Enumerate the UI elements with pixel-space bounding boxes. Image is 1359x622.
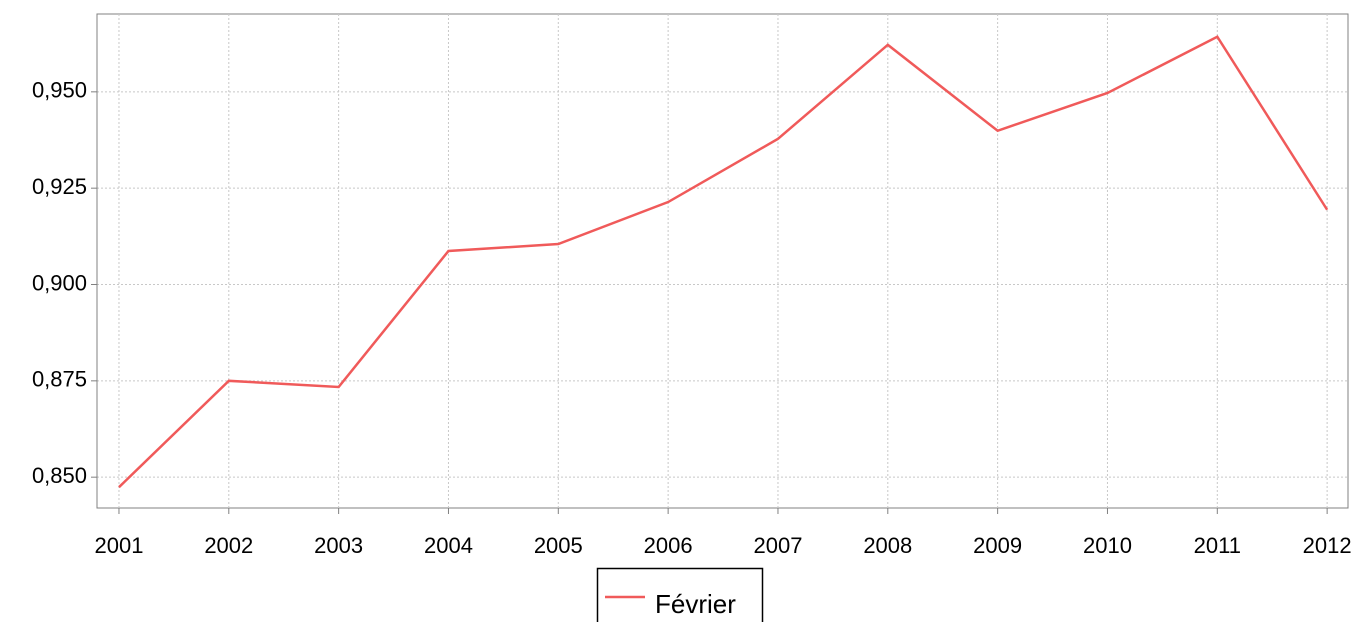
x-tick-label: 2002	[204, 533, 253, 558]
plot-frame	[96, 13, 1349, 509]
y-tick-label: 0,950	[32, 78, 87, 103]
x-tick-label: 2011	[1194, 533, 1241, 558]
x-tick-label: 2005	[534, 533, 583, 558]
y-tick-label: 0,875	[32, 367, 87, 392]
legend: Février	[596, 567, 764, 622]
y-tick-label: 0,900	[32, 270, 87, 295]
y-tick-label: 0,850	[32, 463, 87, 488]
x-tick-label: 2006	[644, 533, 693, 558]
x-tick-label: 2003	[314, 533, 363, 558]
x-tick-label: 2008	[863, 533, 912, 558]
legend-box	[596, 567, 764, 622]
x-tick-label: 2004	[424, 533, 473, 558]
x-tick-label: 2012	[1303, 533, 1352, 558]
x-tick-label: 2007	[753, 533, 802, 558]
legend-label: Février	[655, 589, 736, 619]
y-tick-label: 0,925	[32, 174, 87, 199]
x-tick-label: 2001	[94, 533, 143, 558]
data-line	[118, 35, 1329, 489]
x-tick-label: 2010	[1083, 533, 1132, 558]
x-tick-label: 2009	[973, 533, 1022, 558]
